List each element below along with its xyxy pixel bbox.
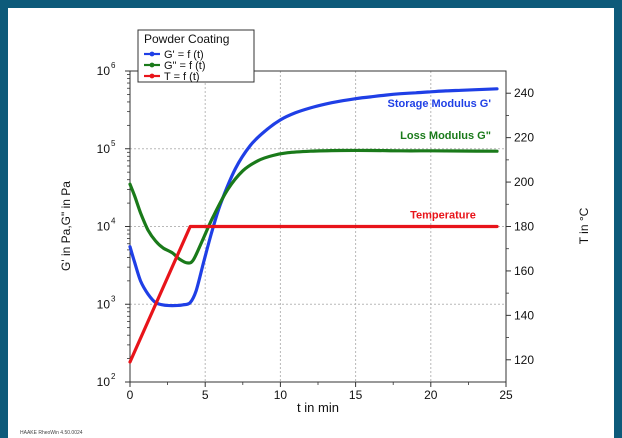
legend-label: T = f (t) [164, 71, 200, 83]
y-right-tick-label: 220 [514, 131, 534, 145]
series-line-2 [128, 148, 499, 265]
x-axis-label: t in min [297, 400, 339, 415]
legend-marker [149, 51, 155, 57]
y-axis-label-left: G' in Pa,G" in Pa [59, 181, 73, 271]
x-tick-label: 20 [424, 388, 438, 402]
y-right-tick-label: 160 [514, 264, 534, 278]
y-right-tick-label: 200 [514, 175, 534, 189]
legend-marker [149, 73, 155, 79]
y-right-tick-label: 240 [514, 86, 534, 100]
y-left-tick-exponent: 3 [111, 294, 116, 303]
legend-marker [149, 62, 155, 68]
y-left-tick-label: 10 [97, 142, 111, 156]
y-left-tick-label: 10 [97, 375, 111, 389]
legend-box [137, 29, 255, 83]
x-tick-label: 5 [202, 388, 209, 402]
legend: Powder Coating G' = f (t)G" = f (t)T = f… [137, 29, 255, 83]
y-right-tick-label: 140 [514, 308, 534, 322]
y-left-tick-exponent: 5 [111, 139, 116, 148]
legend-label: G" = f (t) [164, 60, 206, 72]
y-left-tick-label: 10 [97, 297, 111, 311]
y-right-tick-label: 180 [514, 220, 534, 234]
y-left-tick-exponent: 6 [111, 61, 116, 70]
y-axis-label-right: T in °C [577, 207, 591, 244]
legend-title: Powder Coating [144, 32, 229, 46]
y-left-tick-exponent: 2 [111, 372, 116, 381]
x-tick-label: 10 [274, 388, 288, 402]
series-line-1 [128, 87, 499, 308]
footer-text: HAAKE RheoWin 4.50.0024 [20, 430, 83, 436]
y-left-tick-label: 10 [97, 220, 111, 234]
series-line-3 [128, 224, 499, 364]
y-left-tick-label: 10 [97, 64, 111, 78]
x-tick-label: 0 [127, 388, 134, 402]
y-left-tick-exponent: 4 [111, 217, 116, 226]
legend-label: G' = f (t) [164, 49, 204, 61]
series-annotation-2: Loss Modulus G" [400, 130, 491, 142]
x-tick-label: 15 [349, 388, 363, 402]
series-annotation-3: Temperature [410, 210, 476, 222]
x-tick-label: 25 [499, 388, 513, 402]
y-right-tick-label: 120 [514, 353, 534, 367]
series-annotation-1: Storage Modulus G' [388, 98, 492, 110]
